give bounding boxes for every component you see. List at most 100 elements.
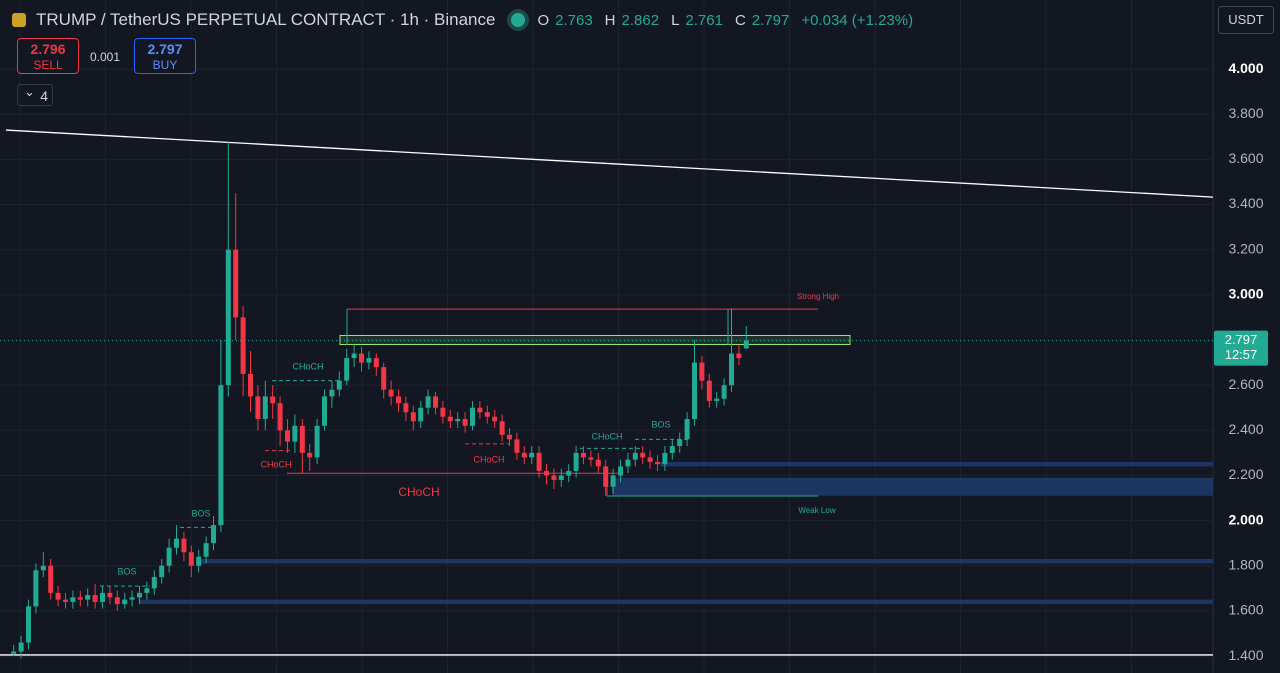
candle-body (277, 403, 283, 431)
indicators-toggle[interactable]: 4 (17, 81, 53, 106)
candle-body (211, 525, 216, 544)
candle-body (603, 466, 609, 487)
candle-body (366, 358, 372, 363)
candle-body (514, 439, 520, 453)
ohlc-value: 2.797 (751, 11, 790, 29)
candle-body (48, 565, 54, 593)
candle-body (307, 452, 313, 458)
symbol-header: TRUMP / TetherUS PERPETUAL CONTRACT · 1h… (12, 8, 919, 32)
price-tag (1214, 330, 1268, 366)
currency-select[interactable]: USDT (1218, 6, 1274, 34)
candle-body (248, 373, 253, 397)
candle-body (425, 396, 431, 408)
candle-body (11, 651, 17, 654)
candle-body (418, 407, 424, 422)
candle-body (240, 317, 246, 374)
candle-body (662, 452, 668, 465)
price-tag-countdown: 12:57 (1225, 347, 1258, 362)
candle-body (285, 430, 290, 442)
candle-body (544, 470, 549, 476)
candle-body (314, 425, 320, 458)
ohlc-key: O (537, 11, 550, 29)
candle-body (499, 421, 505, 435)
candle-body (470, 407, 475, 426)
candle-body (122, 599, 128, 605)
candle-body (462, 419, 468, 426)
ohlc-value: 2.761 (685, 11, 723, 29)
candle-body (455, 419, 461, 422)
candle-body (174, 538, 179, 548)
candle-body (203, 543, 209, 557)
zone (200, 558, 1213, 564)
sell-label: SELL (33, 58, 63, 72)
candle-body (40, 565, 46, 571)
ohlc-key: C (734, 11, 746, 29)
candle-body (521, 452, 527, 458)
candle-body (492, 416, 498, 422)
candle-body (477, 407, 483, 413)
candle-body (77, 597, 83, 600)
candle-body (292, 425, 298, 442)
y-tick-label: 2.000 (1228, 511, 1263, 527)
y-tick-label: 3.000 (1228, 286, 1263, 302)
candle-body (588, 457, 594, 460)
annotation: BOS (651, 419, 670, 429)
ohlc-value: 2.862 (621, 11, 660, 29)
candle-body (55, 592, 61, 600)
annotation: CHoCH (591, 431, 622, 441)
candle-body (558, 475, 564, 480)
buy-price: 2.797 (147, 41, 183, 57)
zone (660, 461, 1213, 467)
candle-body (100, 592, 105, 602)
sell-price: 2.796 (30, 41, 66, 57)
candle-body (218, 385, 224, 526)
candle-body (655, 461, 660, 465)
zone (140, 599, 1213, 605)
sell-button[interactable]: 2.796 SELL (17, 38, 79, 74)
candle-body (33, 570, 39, 607)
candle-body (107, 592, 113, 598)
candle-body (640, 452, 646, 458)
candle-body (581, 452, 586, 458)
candle-body (196, 556, 202, 566)
ohlc-key: L (671, 11, 680, 29)
candle-body (410, 412, 416, 422)
level-line (5, 129, 1214, 198)
annotation: BOS (117, 566, 136, 576)
candle-body (692, 362, 697, 420)
candle-body (699, 362, 705, 381)
y-tick-label: 1.600 (1228, 602, 1263, 618)
buy-button[interactable]: 2.797 BUY (134, 38, 196, 74)
y-tick-label: 3.600 (1228, 150, 1263, 166)
y-tick-label: 1.800 (1228, 556, 1263, 572)
candle-body (610, 475, 616, 487)
y-tick-label: 2.600 (1228, 376, 1263, 392)
candle-body (351, 353, 357, 359)
candle-body (403, 403, 409, 413)
candle-body (396, 396, 401, 404)
annotation: Weak Low (798, 506, 835, 515)
candle-body (85, 595, 91, 600)
candle-body (551, 475, 557, 480)
price-change: +0.034 (+1.23%) (801, 11, 914, 29)
y-tick-label: 1.400 (1228, 647, 1263, 663)
candle-body (433, 396, 438, 408)
candle-body (166, 547, 172, 566)
candle-body (329, 389, 335, 397)
buy-label: BUY (152, 58, 178, 72)
candle-body (729, 353, 734, 386)
candle-body (137, 592, 142, 598)
candle-body (484, 412, 490, 417)
chart-title: TRUMP / TetherUS PERPETUAL CONTRACT · 1h… (36, 10, 496, 29)
candle-body (129, 597, 135, 600)
candle-body (381, 367, 387, 390)
candle-body (440, 407, 446, 417)
quantity: 0.001 (90, 50, 121, 64)
candle-body (63, 599, 68, 602)
candle-body (736, 353, 742, 359)
candle-body (255, 396, 261, 420)
candle-body (447, 416, 453, 422)
candle-body (322, 396, 327, 426)
